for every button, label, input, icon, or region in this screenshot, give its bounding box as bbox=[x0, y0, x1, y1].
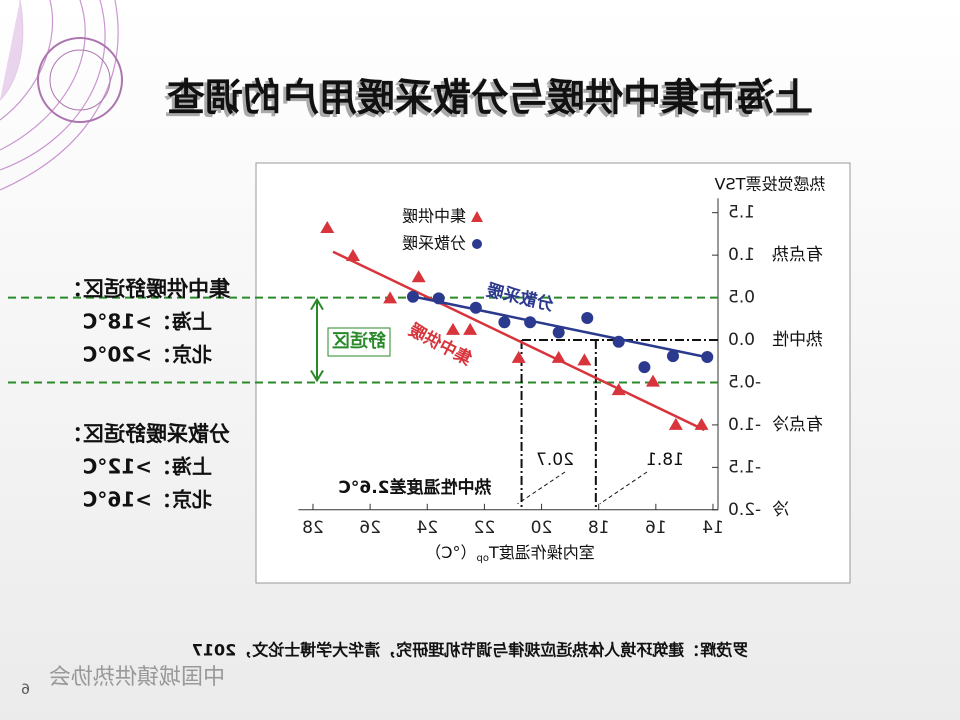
y-descriptor: 冷 bbox=[772, 500, 789, 520]
y-tick-label: -1.5 bbox=[728, 457, 761, 477]
circle-point bbox=[524, 316, 537, 329]
decoration bbox=[0, 0, 123, 191]
circle-point bbox=[406, 290, 419, 303]
triangle-point bbox=[345, 248, 360, 261]
comfort-label: 舒适区 bbox=[332, 330, 386, 352]
circle-point bbox=[552, 326, 565, 339]
neutral-temp-arrow bbox=[599, 471, 648, 505]
x-tick-label: 26 bbox=[359, 518, 381, 538]
y-descriptor: 有点冷 bbox=[772, 415, 823, 435]
y-descriptor: 有点热 bbox=[772, 245, 823, 265]
citation: 罗茂辉：建筑环境人体热适应规律与调节机理研究，清华大学博士论文，2017 bbox=[192, 641, 749, 660]
legend-marker bbox=[471, 211, 483, 222]
y-tick-label: 1.0 bbox=[728, 245, 755, 265]
circle-point bbox=[638, 361, 651, 374]
x-axis-title-part: op bbox=[476, 553, 488, 564]
triangle-point bbox=[668, 417, 683, 430]
triangle-point bbox=[445, 322, 460, 335]
circle-point bbox=[612, 335, 625, 348]
note-line: 上海：>12°C bbox=[83, 455, 212, 479]
note-line: 上海：>18°C bbox=[83, 310, 212, 334]
triangle-point bbox=[577, 353, 592, 366]
triangle-point bbox=[694, 417, 709, 430]
x-tick-label: 20 bbox=[531, 518, 553, 538]
plot: 热感觉投票TSV 1.5 1.0 0.5 0.0 -0.5 -1.0 -1.5 -2.0 有点热热… bbox=[5, 175, 826, 565]
neutral-note: 热中性温度差2.6°C bbox=[338, 477, 491, 498]
y-axis-title: 热感觉投票TSV bbox=[715, 175, 826, 194]
y-tick-label: 1.5 bbox=[728, 203, 755, 223]
triangle-point bbox=[551, 350, 566, 363]
fit-line bbox=[332, 250, 705, 432]
neutral-temp-label: 18.1 bbox=[646, 450, 684, 470]
triangle-point bbox=[511, 350, 526, 363]
x-axis-title: 室内操作温度Top（°C） bbox=[425, 543, 594, 565]
y-tick-label: -1.0 bbox=[728, 415, 761, 435]
triangle-point bbox=[463, 322, 478, 335]
comfort-label-box bbox=[327, 327, 391, 357]
y-tick-label: -2.0 bbox=[728, 500, 761, 520]
notes: 集中供暖舒适区： 上海：>18°C 北京：>20°C 分散采暖舒适区： 上海：>12°C… bbox=[62, 277, 231, 512]
x-tick-label: 28 bbox=[302, 518, 324, 538]
x-tick-label: 14 bbox=[702, 518, 724, 538]
legend-label: 分散采暖 bbox=[402, 234, 466, 253]
x-tick-label: 18 bbox=[588, 518, 610, 538]
circle-point bbox=[701, 351, 714, 363]
slide-title: 上海市集中供暖与分散采暖用户的调查 bbox=[167, 76, 813, 120]
circle-point bbox=[498, 316, 511, 329]
x-tick-label: 16 bbox=[645, 518, 667, 538]
x-tick-label: 22 bbox=[474, 518, 496, 538]
y-tick-label: 0.0 bbox=[728, 330, 755, 350]
circle-point bbox=[581, 311, 594, 324]
triangle-point bbox=[383, 291, 398, 304]
triangle-point bbox=[611, 383, 626, 396]
neutral-temp-label: 20.7 bbox=[536, 450, 574, 470]
y-descriptor: 热中性 bbox=[772, 330, 823, 350]
page-number: 6 bbox=[21, 682, 30, 698]
triangle-point bbox=[320, 220, 335, 233]
triangle-point bbox=[645, 374, 660, 387]
circle-point bbox=[666, 350, 679, 363]
neutral-temp-arrow bbox=[517, 471, 566, 505]
footer: 中国城镇供热协会 bbox=[49, 665, 225, 690]
circle-point bbox=[469, 301, 482, 314]
x-axis-title-part: （°C） bbox=[425, 543, 476, 562]
x-axis-title-part: 室内操作温度T bbox=[489, 543, 595, 562]
circle-point bbox=[432, 292, 445, 305]
y-tick-label: 0.5 bbox=[728, 288, 755, 308]
arrow-head bbox=[310, 297, 324, 383]
title-shadow: 上海市集中供暖与分散采暖用户的调查 bbox=[164, 79, 810, 123]
note-line: 北京：>16°C bbox=[83, 488, 212, 512]
legend-marker bbox=[472, 239, 482, 249]
chart-frame bbox=[255, 162, 851, 584]
y-tick-label: -0.5 bbox=[728, 372, 761, 392]
triangle-point bbox=[411, 270, 426, 283]
x-tick-label: 24 bbox=[416, 518, 438, 538]
legend-label: 集中供暖 bbox=[402, 207, 466, 226]
note-heading: 分散采暖舒适区： bbox=[62, 422, 230, 446]
note-line: 北京：>20°C bbox=[83, 343, 212, 367]
note-heading: 集中供暖舒适区： bbox=[62, 277, 231, 301]
